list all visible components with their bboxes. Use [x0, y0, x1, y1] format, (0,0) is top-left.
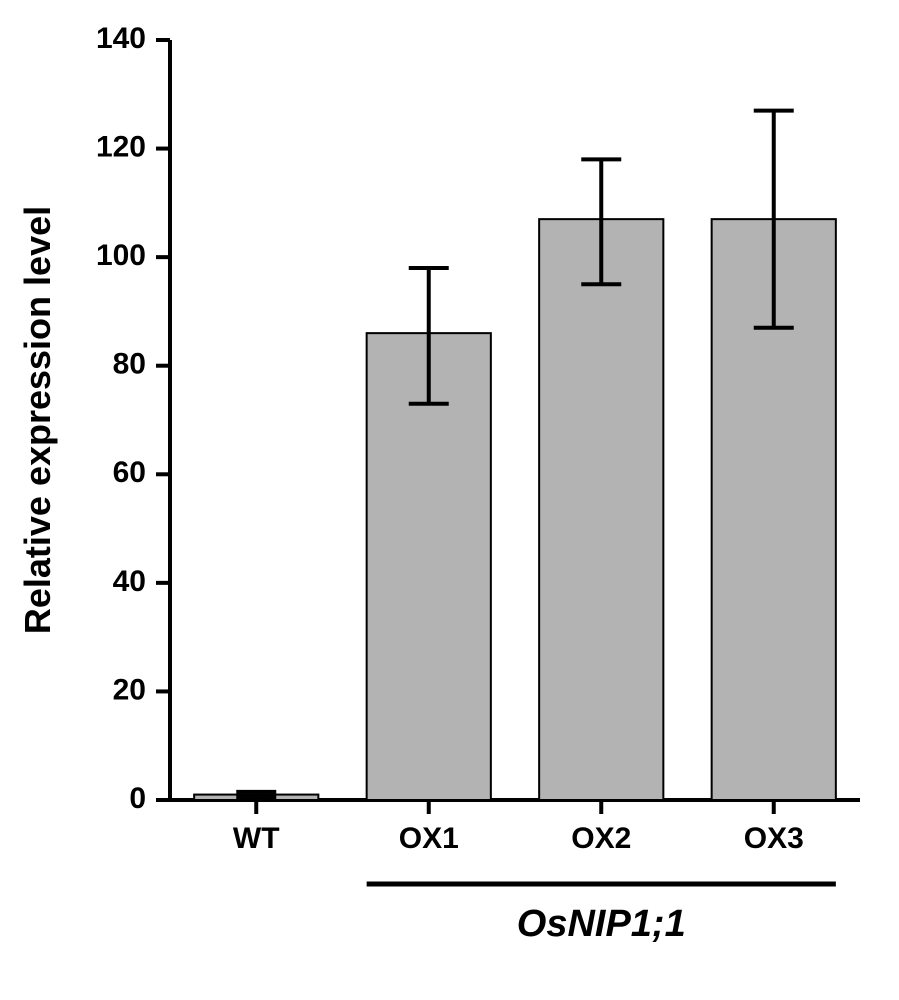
- y-axis-label: Relative expression level: [17, 206, 59, 634]
- svg-text:OX2: OX2: [571, 822, 631, 855]
- svg-text:80: 80: [113, 348, 146, 381]
- svg-text:OsNIP1;1: OsNIP1;1: [517, 903, 686, 945]
- bar-chart: 0 20 40 60 80 100 120 140 WT OX1 OX2 OX3 OsNIP1;1: [0, 0, 899, 1000]
- svg-text:WT: WT: [233, 822, 280, 855]
- svg-text:40: 40: [113, 565, 146, 598]
- svg-text:OX3: OX3: [744, 822, 804, 855]
- svg-text:60: 60: [113, 456, 146, 489]
- chart-container: Relative expression level 0 20 40 60 80 100 12…: [0, 0, 899, 1000]
- svg-text:140: 140: [96, 22, 146, 55]
- svg-text:20: 20: [113, 673, 146, 706]
- svg-text:100: 100: [96, 239, 146, 272]
- svg-text:OX1: OX1: [399, 822, 459, 855]
- svg-text:120: 120: [96, 130, 146, 163]
- svg-text:0: 0: [129, 782, 146, 815]
